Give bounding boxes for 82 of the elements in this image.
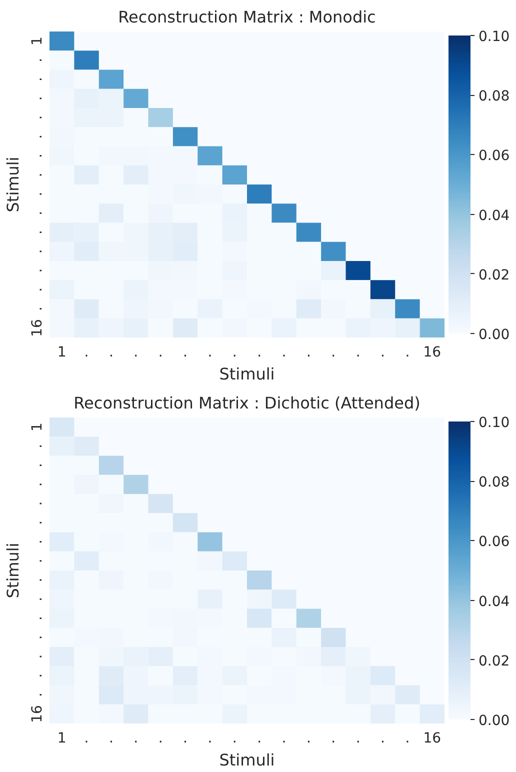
chart-title: Reconstruction Matrix : Monodic	[118, 8, 376, 26]
y-tick-label: .	[30, 692, 46, 698]
x-tick-label: .	[356, 344, 360, 360]
color-bar-label: 0.06	[478, 534, 510, 550]
x-tick-label: .	[158, 344, 163, 360]
x-tick-label: .	[282, 344, 286, 360]
y-tick-label: .	[30, 482, 46, 487]
color-bar-label: 0.08	[478, 88, 510, 105]
y-tick-label: .	[30, 192, 46, 196]
color-bar-label: 0.04	[478, 208, 510, 224]
x-tick-label: .	[84, 344, 89, 360]
color-bar-label: 0.00	[478, 713, 510, 729]
color-bar-label: 0.02	[478, 653, 510, 670]
y-tick-label: .	[30, 115, 46, 120]
y-tick-label: .	[30, 172, 46, 178]
y-tick-label: .	[30, 520, 46, 525]
y-tick-label: .	[30, 501, 46, 506]
y-tick-label: .	[30, 210, 46, 216]
color-bar-label: 0.00	[478, 327, 510, 343]
y-tick-label: .	[30, 249, 46, 254]
x-tick-label: .	[380, 344, 386, 360]
y-tick-label: .	[30, 578, 46, 582]
y-tick-label: .	[30, 635, 46, 640]
y-axis-title: Stimuli	[4, 156, 22, 212]
x-axis-title: Stimuli	[219, 750, 275, 770]
x-tick-label: .	[257, 344, 262, 360]
y-tick-label: .	[30, 134, 46, 139]
y-tick-label: .	[30, 230, 46, 235]
x-tick-label: .	[306, 344, 311, 360]
y-tick-label: .	[30, 654, 46, 659]
x-axis-title: Stimuli	[219, 364, 275, 384]
y-tick-label: .	[30, 268, 46, 273]
x-tick-label: .	[232, 344, 237, 360]
y-tick-label: .	[30, 306, 46, 312]
x-tick-label: .	[405, 730, 410, 746]
x-tick-label: .	[282, 730, 286, 746]
y-tick-label: .	[30, 596, 46, 602]
color-bar-label: 0.06	[478, 148, 510, 164]
x-tick-label: .	[108, 344, 114, 360]
y-tick-label: 1	[30, 422, 46, 432]
x-tick-label: .	[232, 730, 237, 746]
x-tick-label: .	[208, 730, 212, 746]
x-tick-label: .	[306, 730, 311, 746]
x-tick-label: .	[208, 344, 212, 360]
y-tick-label: .	[30, 673, 46, 678]
x-tick-label: .	[158, 730, 163, 746]
color-bar-label: 0.04	[478, 594, 510, 610]
y-tick-label: 16	[30, 704, 46, 723]
x-tick-label: .	[380, 730, 386, 746]
x-tick-label: .	[84, 730, 89, 746]
y-tick-label: .	[30, 287, 46, 292]
x-tick-label: 1	[57, 730, 66, 746]
chart-title: Reconstruction Matrix : Dichotic (Attended)	[74, 394, 420, 412]
x-tick-label: 1	[57, 344, 66, 360]
x-tick-label: .	[331, 344, 336, 360]
x-tick-label: .	[405, 344, 410, 360]
y-tick-label: .	[30, 540, 46, 544]
y-tick-label: .	[30, 463, 46, 468]
x-tick-label: .	[108, 730, 114, 746]
color-bar-label: 0.10	[478, 29, 510, 45]
y-tick-label: .	[30, 558, 46, 564]
y-tick-label: 1	[30, 36, 46, 46]
x-tick-label: .	[331, 730, 336, 746]
x-tick-label: .	[356, 730, 360, 746]
x-tick-label: 16	[423, 344, 442, 360]
color-bar-label: 0.08	[478, 474, 510, 491]
y-tick-label: .	[30, 58, 46, 62]
x-tick-label: .	[134, 730, 138, 746]
y-tick-label: .	[30, 154, 46, 158]
y-axis-title: Stimuli	[4, 542, 22, 598]
color-bar-label: 0.10	[478, 415, 510, 431]
y-tick-label: .	[30, 616, 46, 621]
x-tick-label: .	[134, 344, 138, 360]
y-tick-label: .	[30, 444, 46, 448]
x-tick-label: .	[183, 730, 188, 746]
x-tick-label: 16	[423, 730, 442, 746]
x-tick-label: .	[257, 730, 262, 746]
y-tick-label: .	[30, 96, 46, 101]
y-tick-label: .	[30, 77, 46, 82]
color-bar-label: 0.02	[478, 267, 510, 284]
y-tick-label: 16	[30, 318, 46, 337]
x-tick-label: .	[183, 344, 188, 360]
